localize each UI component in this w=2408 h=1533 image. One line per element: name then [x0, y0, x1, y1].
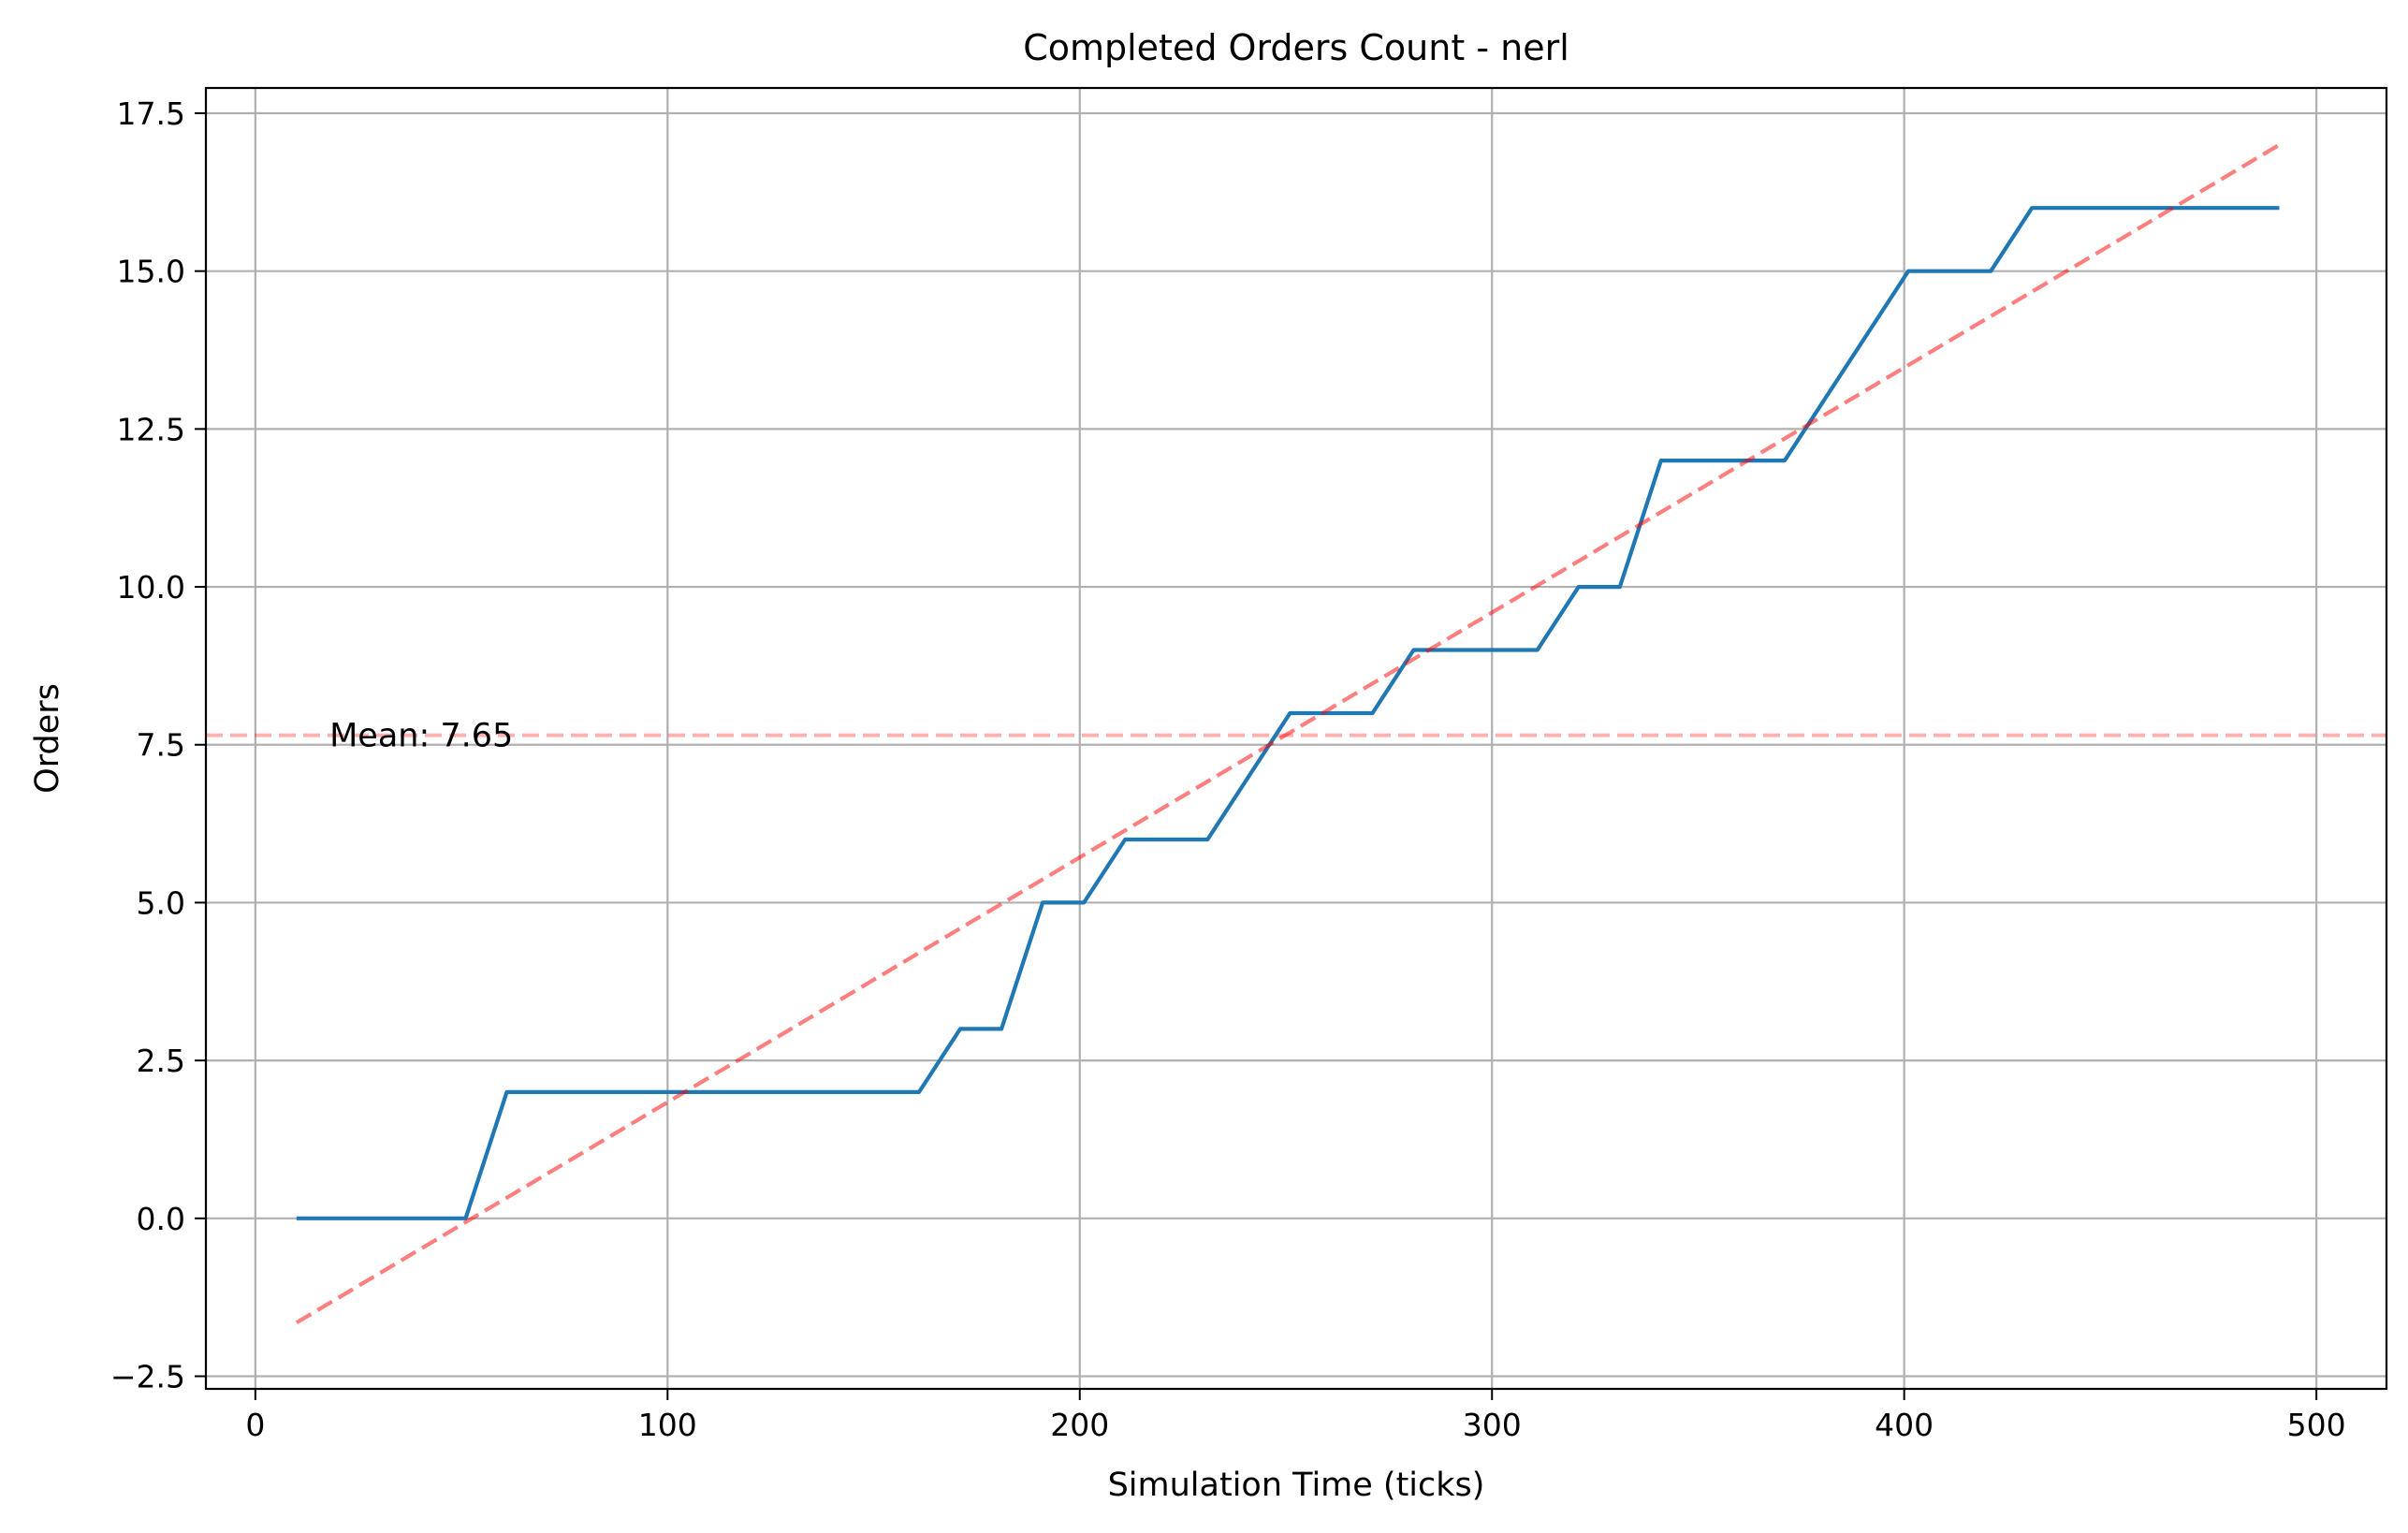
series-layer [206, 142, 2386, 1325]
y-tick-label: 17.5 [117, 95, 185, 132]
x-tick-label: 500 [2287, 1407, 2346, 1443]
x-tick-label: 300 [1463, 1407, 1522, 1443]
grid-lines [206, 88, 2386, 1389]
x-tick-label: 0 [245, 1407, 265, 1443]
plot-area [206, 88, 2386, 1389]
y-tick-label: 7.5 [137, 727, 185, 764]
trend-line [295, 142, 2281, 1325]
x-tick-label: 100 [638, 1407, 697, 1443]
y-tick-label: 5.0 [137, 884, 185, 921]
plot-frame [204, 86, 2388, 1391]
orders-series-line [296, 206, 2280, 1220]
y-tick-label: 12.5 [117, 411, 185, 447]
x-tick-label: 400 [1875, 1407, 1934, 1443]
y-axis-label: Orders [29, 683, 66, 794]
mean-annotation: Mean: 7.65 [329, 718, 513, 755]
y-tick-label: 10.0 [117, 569, 185, 606]
y-tick-label: 15.0 [117, 254, 185, 290]
y-tick-label: 0.0 [137, 1201, 185, 1237]
axis-ticks: 0 100 200 300 400 500 −2.5 0.0 2.5 5.0 7.5 10.0 12.5… [110, 95, 2346, 1443]
y-tick-label: 2.5 [137, 1043, 185, 1079]
y-tick-label: −2.5 [110, 1359, 185, 1395]
x-tick-label: 200 [1050, 1407, 1109, 1443]
x-axis-label: Simulation Time (ticks) [1108, 1467, 1485, 1504]
chart-title: Completed Orders Count - nerl [1023, 27, 1569, 68]
